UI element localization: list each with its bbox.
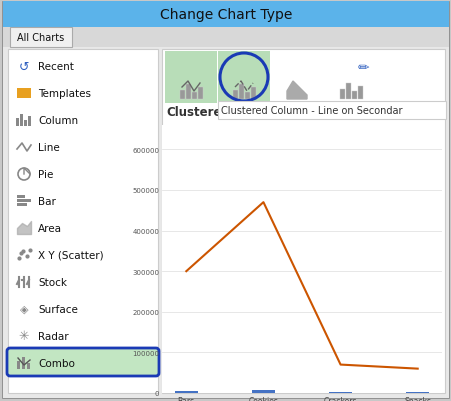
FancyBboxPatch shape <box>339 90 344 100</box>
Text: Clustere: Clustere <box>166 105 221 118</box>
FancyBboxPatch shape <box>198 88 202 100</box>
FancyBboxPatch shape <box>27 363 30 369</box>
Text: Pie: Pie <box>38 170 53 180</box>
FancyBboxPatch shape <box>232 91 238 100</box>
FancyBboxPatch shape <box>3 48 448 398</box>
Text: Recent: Recent <box>38 62 74 72</box>
Text: All Charts: All Charts <box>17 33 64 43</box>
FancyBboxPatch shape <box>217 52 269 104</box>
FancyBboxPatch shape <box>161 50 444 393</box>
FancyBboxPatch shape <box>217 102 445 120</box>
Text: Column: Column <box>38 116 78 126</box>
Text: ✏: ✏ <box>356 61 368 75</box>
FancyBboxPatch shape <box>7 348 159 376</box>
FancyBboxPatch shape <box>16 119 19 127</box>
FancyBboxPatch shape <box>351 92 356 100</box>
Text: Area: Area <box>38 223 62 233</box>
FancyBboxPatch shape <box>10 28 72 48</box>
FancyBboxPatch shape <box>17 89 31 99</box>
Bar <box>405 392 428 393</box>
Text: Bar: Bar <box>38 196 56 207</box>
Text: Templates: Templates <box>38 89 91 99</box>
Text: ✳: ✳ <box>18 330 29 342</box>
Text: ↺: ↺ <box>18 60 29 73</box>
FancyBboxPatch shape <box>17 203 27 207</box>
FancyBboxPatch shape <box>244 93 249 100</box>
Polygon shape <box>286 82 306 100</box>
FancyBboxPatch shape <box>3 2 448 28</box>
FancyBboxPatch shape <box>22 357 25 369</box>
FancyBboxPatch shape <box>24 121 27 127</box>
Text: Radar: Radar <box>38 331 69 341</box>
Text: Surface: Surface <box>38 304 78 314</box>
Bar <box>175 391 198 393</box>
Text: ◈: ◈ <box>20 304 28 314</box>
Bar <box>251 390 274 393</box>
FancyBboxPatch shape <box>186 85 191 100</box>
Text: Combo: Combo <box>38 358 75 368</box>
FancyBboxPatch shape <box>3 3 448 398</box>
Bar <box>328 392 351 393</box>
FancyBboxPatch shape <box>345 84 350 100</box>
Text: Change Chart Type: Change Chart Type <box>160 8 291 22</box>
FancyBboxPatch shape <box>17 200 31 203</box>
FancyBboxPatch shape <box>17 361 20 369</box>
FancyBboxPatch shape <box>17 196 25 198</box>
FancyBboxPatch shape <box>28 117 31 127</box>
FancyBboxPatch shape <box>179 91 184 100</box>
FancyBboxPatch shape <box>165 52 216 104</box>
FancyBboxPatch shape <box>8 50 158 393</box>
FancyBboxPatch shape <box>357 87 362 100</box>
Text: Clustered Column - Line on Secondar: Clustered Column - Line on Secondar <box>221 106 401 116</box>
FancyBboxPatch shape <box>20 115 23 127</box>
FancyBboxPatch shape <box>239 85 244 100</box>
FancyBboxPatch shape <box>3 28 448 48</box>
FancyBboxPatch shape <box>250 88 255 100</box>
FancyBboxPatch shape <box>192 93 197 100</box>
Text: Line: Line <box>38 143 60 153</box>
Polygon shape <box>244 106 248 118</box>
Text: Stock: Stock <box>38 277 67 287</box>
Text: X Y (Scatter): X Y (Scatter) <box>38 250 103 260</box>
